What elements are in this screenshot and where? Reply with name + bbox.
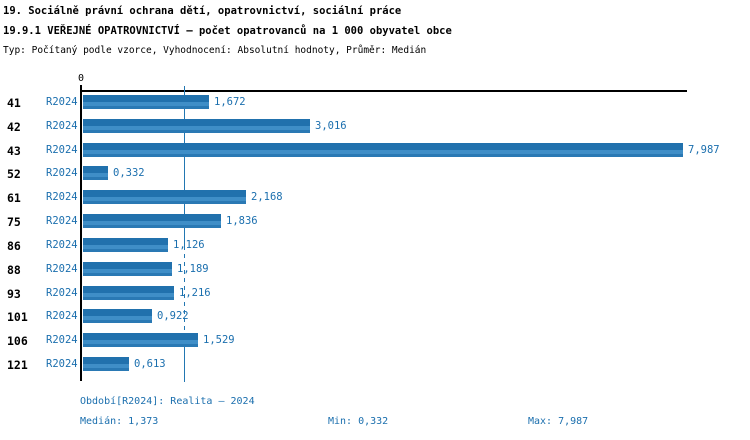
row-period-label: R2024 bbox=[46, 358, 78, 370]
y-axis-line bbox=[80, 85, 82, 381]
row-category-label: 61 bbox=[7, 191, 21, 205]
bar-value-label: 1,189 bbox=[177, 263, 209, 275]
row-period-label: R2024 bbox=[46, 287, 78, 299]
bar-value-label: 3,016 bbox=[315, 120, 347, 132]
median-reference-line bbox=[184, 333, 185, 382]
bar bbox=[83, 238, 168, 252]
row-period-label: R2024 bbox=[46, 310, 78, 322]
row-category-label: 93 bbox=[7, 287, 21, 301]
footer-max-label: Max: 7,987 bbox=[528, 416, 589, 427]
row-category-label: 75 bbox=[7, 215, 21, 229]
bar-value-label: 7,987 bbox=[688, 144, 720, 156]
row-category-label: 121 bbox=[7, 358, 28, 372]
bar-value-label: 0,332 bbox=[113, 167, 145, 179]
chart-meta-line: Typ: Počítaný podle vzorce, Vyhodnocení:… bbox=[3, 45, 427, 56]
bar bbox=[83, 357, 129, 371]
bar-value-label: 1,529 bbox=[203, 334, 235, 346]
bar bbox=[83, 286, 174, 300]
footer-median-label: Medián: 1,373 bbox=[80, 416, 159, 427]
row-period-label: R2024 bbox=[46, 334, 78, 346]
bar bbox=[83, 333, 198, 347]
bar-value-label: 1,126 bbox=[173, 239, 205, 251]
bar-value-label: 1,672 bbox=[214, 96, 246, 108]
row-period-label: R2024 bbox=[46, 263, 78, 275]
chart-title: 19. Sociálně právní ochrana dětí, opatro… bbox=[3, 5, 402, 17]
row-category-label: 42 bbox=[7, 120, 21, 134]
bar-value-label: 0,613 bbox=[134, 358, 166, 370]
row-period-label: R2024 bbox=[46, 144, 78, 156]
row-category-label: 43 bbox=[7, 144, 21, 158]
x-axis-zero-tick-label: 0 bbox=[77, 73, 85, 84]
chart-subtitle: 19.9.1 VEŘEJNÉ OPATROVNICTVÍ – počet opa… bbox=[3, 25, 452, 37]
row-period-label: R2024 bbox=[46, 120, 78, 132]
bar-value-label: 1,216 bbox=[179, 287, 211, 299]
bar-value-label: 0,922 bbox=[157, 310, 189, 322]
bar-value-label: 1,836 bbox=[226, 215, 258, 227]
bar bbox=[83, 190, 246, 204]
bar bbox=[83, 214, 221, 228]
footer-min-label: Min: 0,332 bbox=[328, 416, 389, 427]
row-category-label: 106 bbox=[7, 334, 28, 348]
row-category-label: 88 bbox=[7, 263, 21, 277]
row-category-label: 41 bbox=[7, 96, 21, 110]
plot-top-border bbox=[80, 90, 687, 92]
bar-value-label: 2,168 bbox=[251, 191, 283, 203]
median-reference-line bbox=[184, 86, 185, 246]
row-period-label: R2024 bbox=[46, 167, 78, 179]
row-category-label: 52 bbox=[7, 167, 21, 181]
row-period-label: R2024 bbox=[46, 215, 78, 227]
bar bbox=[83, 166, 108, 180]
median-reference-line-dashed bbox=[184, 246, 185, 333]
bar bbox=[83, 262, 172, 276]
row-period-label: R2024 bbox=[46, 96, 78, 108]
bar bbox=[83, 119, 310, 133]
footer-period-label: Období[R2024]: Realita – 2024 bbox=[80, 396, 255, 407]
row-category-label: 86 bbox=[7, 239, 21, 253]
row-period-label: R2024 bbox=[46, 239, 78, 251]
bar bbox=[83, 143, 683, 157]
row-category-label: 101 bbox=[7, 310, 28, 324]
bar bbox=[83, 95, 209, 109]
row-period-label: R2024 bbox=[46, 191, 78, 203]
bar bbox=[83, 309, 152, 323]
